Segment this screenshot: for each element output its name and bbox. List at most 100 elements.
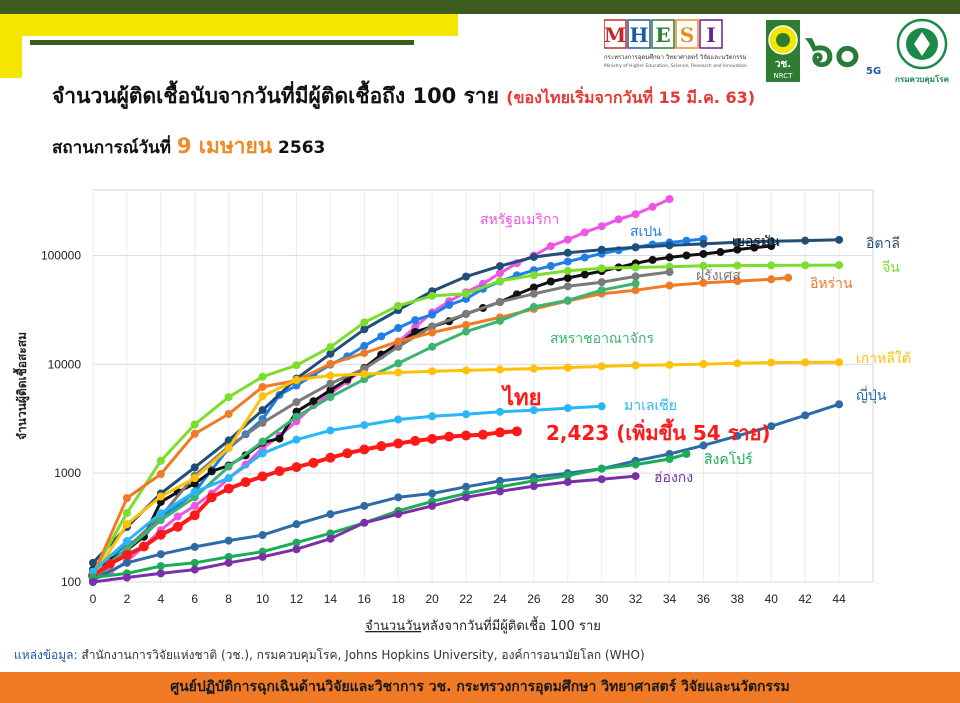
x-tick-label: 10 [256,592,270,606]
data-point [529,289,538,298]
data-point [462,289,471,298]
data-point [495,407,504,416]
mhesi-box-0 [604,19,627,49]
series-line [91,276,789,577]
data-point [733,245,742,254]
data-point [665,281,674,290]
source-text: สำนักงานการวิจัยแห่งชาติ (วช.), กรมควบคุ… [81,648,645,662]
data-point [190,565,199,574]
data-point [597,286,606,295]
data-point [648,255,657,264]
series-label: ญี่ปุ่น [856,386,887,404]
data-point [767,237,776,246]
data-point [597,464,606,473]
data-point [190,501,199,510]
data-point [529,271,538,280]
data-point [462,366,471,375]
anniversary-logo: ๖๐ 5G [804,26,881,77]
series-label: อิหร่าน [810,276,853,292]
y-tick-label: 1000 [54,466,81,480]
x-tick-label: 34 [663,592,677,606]
anniversary-sub: 5G [866,66,881,77]
data-point [699,360,708,369]
series-label: อิตาลี [866,236,900,252]
data-point [394,324,403,333]
data-point [360,341,369,350]
mhesi-letter-i: I [706,23,715,47]
data-point [292,435,301,444]
data-point [801,261,810,270]
data-point [292,412,301,421]
x-axis-label-underlined: จำนวนวัน [365,619,421,634]
data-point [546,262,555,271]
data-point [258,372,267,381]
data-point [546,277,555,286]
mhesi-box-1 [627,19,651,49]
data-point [445,300,454,309]
nrct-text: วช. [775,59,791,70]
data-point [835,235,844,244]
data-point [462,410,471,419]
data-point [801,411,810,420]
data-point [495,365,504,374]
data-point [580,228,589,237]
ministry-th: กระทรวงการอุดมศึกษา วิทยาศาสตร์ วิจัยและ… [604,53,747,61]
data-point [495,297,504,306]
y-tick-label: 100000 [41,249,81,263]
data-point [309,397,318,406]
data-point [682,450,691,459]
data-point [224,393,233,402]
data-point [428,489,437,498]
data-point [326,510,335,519]
thai-annotation: 2,423 (เพิ่มขึ้น 54 ราย) [546,418,771,445]
data-point [682,251,691,260]
series-ฮ่องกง [89,472,640,586]
data-point [665,268,674,277]
data-point [511,426,522,437]
data-point [308,457,319,468]
data-point [292,520,301,529]
data-point [156,492,165,501]
data-point [580,270,589,279]
data-point [258,418,267,427]
data-point [529,283,538,292]
data-point [258,382,267,391]
data-point [122,520,131,529]
data-point [224,536,233,545]
data-point [462,309,471,318]
data-point [733,431,742,440]
data-point [122,494,131,503]
data-point [326,343,335,352]
data-point [428,322,437,331]
footer-bar: ศูนย์ปฏิบัติการฉุกเฉินด้านวิจัยและวิชากา… [0,672,960,703]
x-tick-label: 8 [225,592,232,606]
data-point [494,427,505,438]
data-point [190,429,199,438]
data-point [495,487,504,496]
data-point [733,261,742,270]
data-point [563,282,572,291]
data-point [428,310,437,319]
data-point [631,460,640,469]
data-point [428,412,437,421]
data-point [631,243,640,252]
mhesi-letter-m: M [604,23,626,47]
data-point [631,272,640,281]
data-point [665,454,674,463]
data-point [292,398,301,407]
data-point [326,393,335,402]
data-point [394,337,403,346]
data-point [156,569,165,578]
data-point [529,302,538,311]
data-point [326,359,335,368]
mhesi-box-4 [699,19,723,49]
data-point [156,550,165,559]
chart-title-note: (ของไทยเริ่มจากวันที่ 15 มี.ค. 63) [506,88,756,107]
x-axis-label-rest: หลังจากวันที่มีผู้ติดเชื้อ 100 ราย [421,616,601,634]
data-point [631,279,640,288]
mhesi-box-2 [651,19,675,49]
data-point [138,541,149,552]
data-point [104,558,115,569]
data-point [122,558,131,567]
